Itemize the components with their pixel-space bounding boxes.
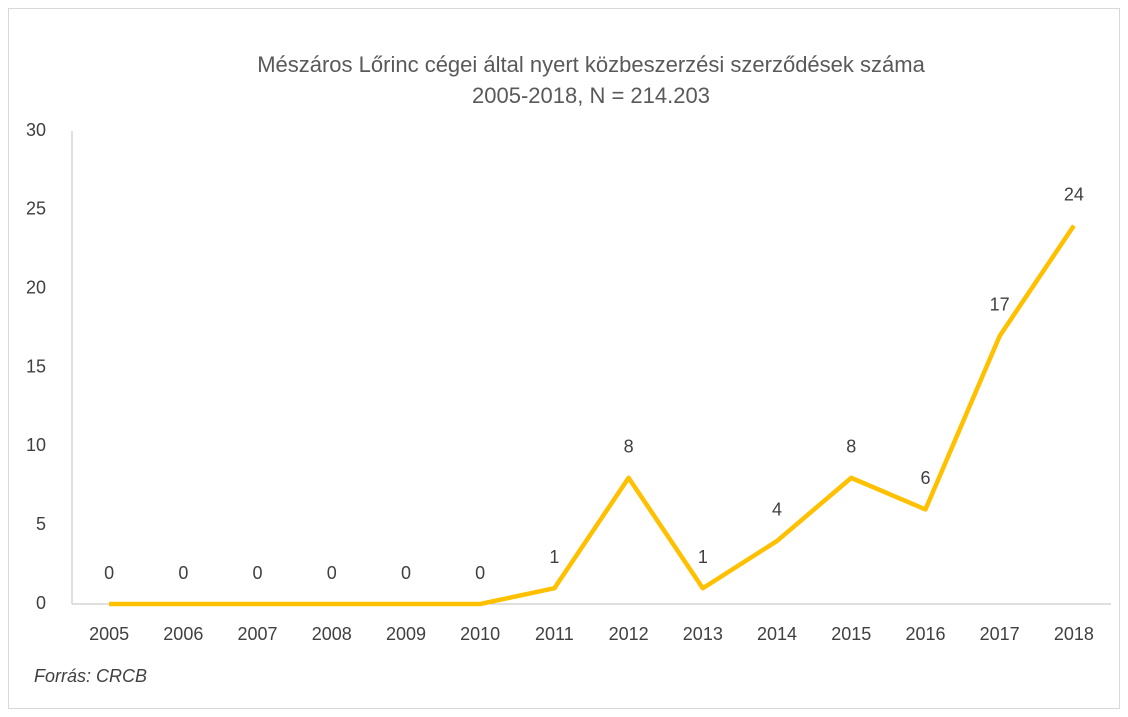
x-tick-label: 2009 [386,624,426,644]
x-tick-label: 2008 [312,624,352,644]
data-label: 0 [327,563,337,583]
x-tick-label: 2018 [1054,624,1094,644]
y-tick-label: 15 [26,356,46,376]
data-label: 1 [698,547,708,567]
data-label: 6 [920,468,930,488]
data-label: 0 [104,563,114,583]
data-label: 0 [475,563,485,583]
x-tick-label: 2011 [535,624,574,644]
y-tick-label: 20 [26,277,46,297]
y-tick-label: 10 [26,435,46,455]
data-label: 4 [772,500,782,520]
data-label: 0 [178,563,188,583]
chart-border [8,8,1120,709]
data-line [109,224,1076,607]
x-tick-label: 2012 [609,624,649,644]
x-tick-label: 2007 [238,624,278,644]
data-label: 24 [1064,184,1084,204]
x-tick-label: 2014 [757,624,797,644]
x-tick-label: 2017 [980,624,1020,644]
data-label: 0 [253,563,263,583]
chart-subtitle: 2005-2018, N = 214.203 [472,83,710,108]
x-tick-label: 2005 [89,624,129,644]
data-label: 17 [990,295,1010,315]
data-label: 8 [846,437,856,457]
data-label: 1 [549,547,559,567]
y-tick-label: 5 [36,514,46,534]
data-label: 8 [624,437,634,457]
x-tick-label: 2013 [683,624,723,644]
x-tick-label: 2016 [905,624,945,644]
y-tick-label: 25 [26,199,46,219]
y-tick-label: 0 [36,593,46,613]
x-tick-label: 2015 [831,624,871,644]
x-tick-label: 2010 [460,624,500,644]
y-tick-label: 30 [26,120,46,140]
chart-title: Mészáros Lőrinc cégei által nyert közbes… [257,52,925,77]
source-note: Forrás: CRCB [34,666,147,686]
x-tick-label: 2006 [163,624,203,644]
data-label: 0 [401,563,411,583]
